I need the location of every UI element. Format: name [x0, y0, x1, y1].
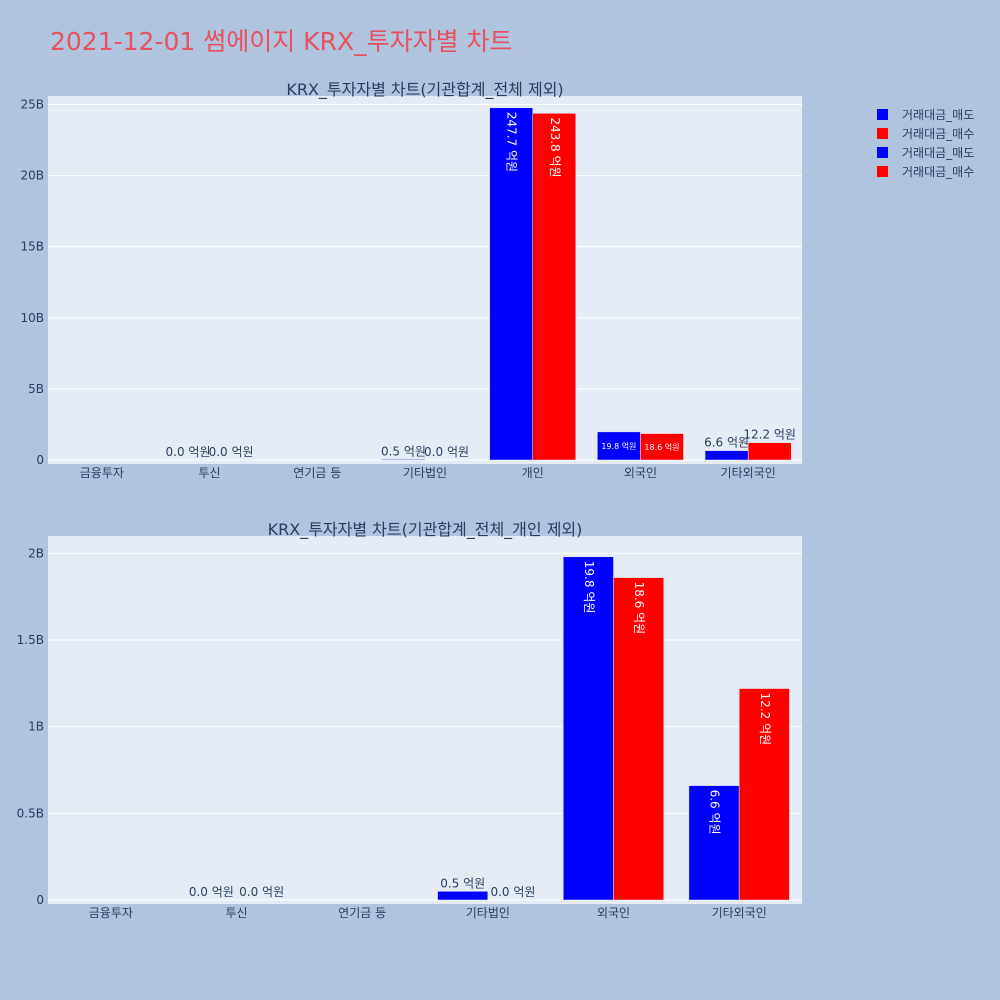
- data-label: 6.6 억원: [704, 436, 749, 450]
- data-label: 12.2 억원: [758, 693, 772, 746]
- data-label: 0.0 억원: [239, 885, 284, 899]
- y-tick-label: 10B: [20, 311, 44, 325]
- data-label: 0.0 억원: [189, 885, 234, 899]
- bar[interactable]: [597, 431, 641, 461]
- data-label: 18.6 억원: [632, 582, 646, 635]
- legend-label[interactable]: 거래대금_매수: [902, 127, 974, 141]
- y-tick-label: 15B: [20, 240, 44, 254]
- plot-area: [48, 536, 802, 904]
- legend-swatch[interactable]: [877, 166, 888, 177]
- y-tick-label: 0: [36, 453, 44, 467]
- legend-swatch[interactable]: [877, 128, 888, 139]
- x-tick-label: 연기금 등: [293, 466, 341, 480]
- y-tick-label: 0: [36, 893, 44, 907]
- chart-bottom: 0 0.5B 1B 1.5B 2B KRX_투자자별 차트(기관합계_전체_개인 제외) 금…: [17, 520, 802, 920]
- x-tick-label: 외국인: [597, 906, 630, 920]
- x-tick-label: 기타법인: [403, 466, 447, 480]
- x-tick-label: 개인: [522, 466, 544, 480]
- data-label: 12.2 억원: [743, 428, 796, 442]
- bar[interactable]: [532, 113, 577, 461]
- x-tick-label: 외국인: [624, 466, 657, 480]
- data-label: 0.0 억원: [490, 885, 535, 899]
- plot-area: [48, 96, 802, 464]
- x-tick-label: 기타외국인: [721, 466, 776, 480]
- bar[interactable]: [704, 450, 749, 461]
- data-label: 0.5 억원: [381, 444, 426, 458]
- y-tick-label: 20B: [20, 169, 44, 183]
- data-label: 247.7 억원: [505, 112, 519, 172]
- page-title: 2021-12-01 썸에이지 KRX_투자자별 차트: [50, 27, 513, 56]
- legend-label[interactable]: 거래대금_매수: [902, 165, 974, 179]
- data-label: 18.6 억원: [644, 442, 679, 452]
- x-tick-label: 금융투자: [80, 466, 124, 480]
- legend-swatch[interactable]: [877, 109, 888, 120]
- bar[interactable]: [381, 459, 426, 461]
- bar[interactable]: [640, 433, 684, 461]
- x-tick-label: 기타외국인: [712, 906, 767, 920]
- x-tick-label: 연기금 등: [338, 906, 386, 920]
- legend-swatch[interactable]: [877, 147, 888, 158]
- bar[interactable]: [437, 891, 489, 901]
- bar[interactable]: [747, 442, 792, 461]
- y-tick-label: 0.5B: [17, 806, 44, 820]
- legend-label[interactable]: 거래대금_매도: [902, 146, 974, 160]
- chart-top: 0 5B 10B 15B 20B 25B KRX_투자자별 차트(기관합계_전체 제외) 금융…: [20, 80, 802, 480]
- data-label: 0.0 억원: [424, 445, 469, 459]
- bar[interactable]: [738, 688, 790, 901]
- y-tick-label: 1B: [28, 720, 44, 734]
- y-tick-label: 1.5B: [17, 633, 44, 647]
- data-label: 6.6 억원: [708, 790, 722, 835]
- y-tick-label: 25B: [20, 98, 44, 112]
- x-tick-label: 금융투자: [89, 906, 133, 920]
- data-label: 0.0 억원: [166, 445, 211, 459]
- x-tick-label: 기타법인: [466, 906, 510, 920]
- legend-label[interactable]: 거래대금_매도: [902, 108, 974, 122]
- chart-title: KRX_투자자별 차트(기관합계_전체_개인 제외): [268, 520, 583, 540]
- data-label: 0.0 억원: [209, 445, 254, 459]
- bar[interactable]: [688, 785, 740, 901]
- x-tick-label: 투신: [225, 906, 247, 920]
- data-label: 19.8 억원: [601, 441, 636, 451]
- data-label: 0.5 억원: [440, 876, 485, 890]
- bar[interactable]: [613, 577, 665, 901]
- x-tick-label: 투신: [199, 466, 221, 480]
- y-tick-label: 2B: [28, 546, 44, 560]
- data-label: 243.8 억원: [548, 117, 562, 177]
- y-tick-label: 5B: [28, 382, 44, 396]
- chart-title: KRX_투자자별 차트(기관합계_전체 제외): [286, 80, 563, 100]
- data-label: 19.8 억원: [582, 561, 596, 614]
